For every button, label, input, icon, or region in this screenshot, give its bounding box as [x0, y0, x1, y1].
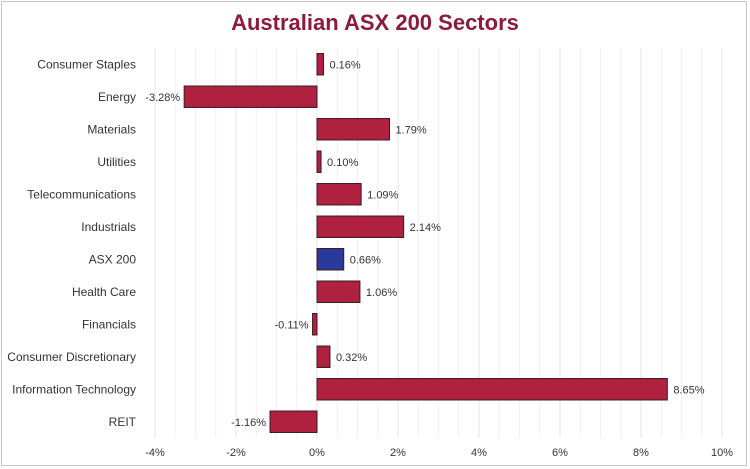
- category-label: Energy: [98, 90, 136, 104]
- bar: [316, 215, 405, 238]
- value-label: 1.09%: [367, 189, 398, 201]
- value-label: 2.14%: [410, 222, 441, 234]
- value-label: 8.65%: [673, 384, 704, 396]
- category-label: Telecommunications: [27, 187, 136, 201]
- bar: [269, 410, 318, 433]
- value-label: -3.28%: [145, 92, 180, 104]
- chart-title: Australian ASX 200 Sectors: [231, 10, 519, 35]
- x-tick-label: 8%: [633, 447, 649, 459]
- category-label: Information Technology: [12, 382, 136, 396]
- x-tick-label: 2%: [390, 447, 406, 459]
- label-layer: -4% -2% 0% 2% 4% 6% 8% 10% Consumer Staples 0.16%…: [7, 57, 733, 459]
- bar: [316, 345, 331, 368]
- x-tick-label: -4%: [145, 447, 165, 459]
- bar: [312, 313, 318, 336]
- category-label: Materials: [87, 122, 136, 136]
- category-label: Health Care: [72, 285, 136, 299]
- bar: [316, 280, 361, 303]
- value-label: -0.11%: [274, 319, 308, 331]
- category-label: Financials: [82, 317, 136, 331]
- value-label: 1.79%: [395, 124, 426, 136]
- grid-layer: [154, 48, 723, 438]
- category-label: REIT: [109, 415, 137, 429]
- value-label: 0.10%: [327, 157, 358, 169]
- category-label: Consumer Discretionary: [7, 350, 136, 364]
- category-label: Consumer Staples: [37, 57, 136, 71]
- x-tick-label: 4%: [471, 447, 487, 459]
- bar-layer: [183, 53, 668, 433]
- bar: [183, 85, 318, 108]
- category-label: ASX 200: [89, 252, 137, 266]
- value-label: 0.16%: [329, 59, 360, 71]
- category-label: Industrials: [81, 220, 136, 234]
- bar: [316, 183, 362, 206]
- x-tick-label: 10%: [711, 447, 733, 459]
- category-label: Utilities: [97, 155, 136, 169]
- bar: [316, 118, 390, 141]
- bar: [316, 248, 345, 271]
- value-label: -1.16%: [231, 417, 266, 429]
- x-tick-label: -2%: [226, 447, 246, 459]
- x-tick-label: 6%: [552, 447, 568, 459]
- value-label: 0.32%: [336, 352, 367, 364]
- value-label: 1.06%: [366, 287, 397, 299]
- bar: [316, 150, 322, 173]
- value-label: 0.66%: [350, 254, 381, 266]
- bar: [316, 378, 668, 401]
- bar: [316, 53, 324, 76]
- x-tick-label: 0%: [309, 447, 325, 459]
